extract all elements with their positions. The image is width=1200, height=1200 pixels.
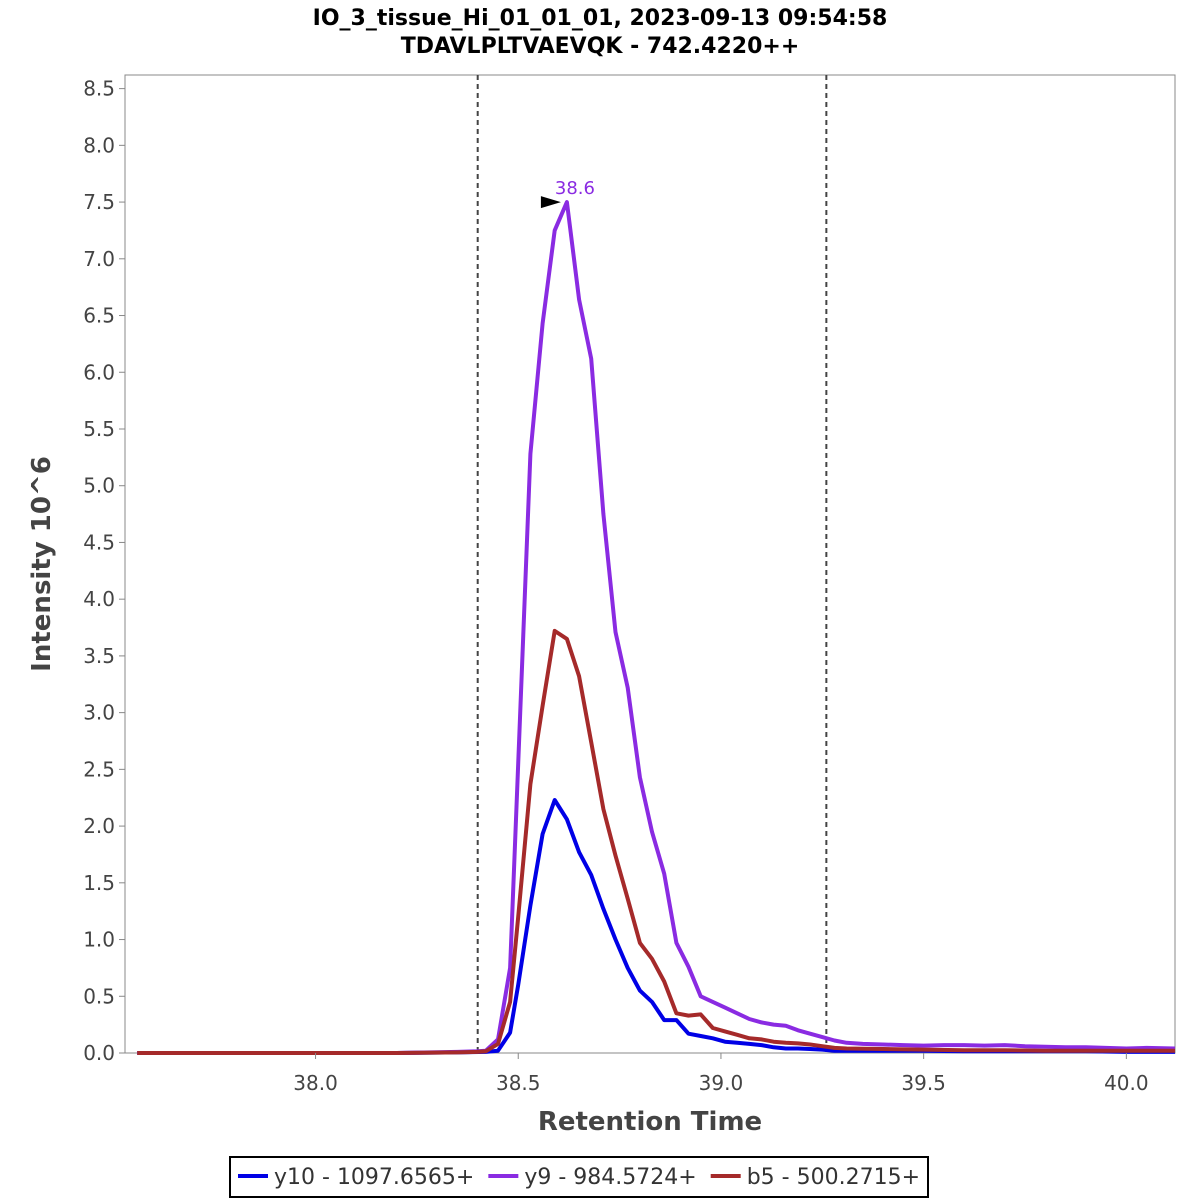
y-tick-label: 6.0 bbox=[83, 360, 115, 384]
chart-title-line-2: TDAVLPLTVAEVQK - 742.4220++ bbox=[401, 34, 800, 59]
x-tick-label: 39.5 bbox=[901, 1071, 946, 1095]
y-tick-label: 3.5 bbox=[83, 644, 115, 668]
integration-boundaries bbox=[476, 75, 828, 1053]
y-tick-label: 4.5 bbox=[83, 530, 115, 554]
y-tick-label: 1.0 bbox=[83, 928, 115, 952]
peak-marker-arrow bbox=[540, 196, 561, 209]
y-tick-label: 0.0 bbox=[83, 1041, 115, 1065]
series-line bbox=[137, 200, 1176, 1055]
y-tick-label: 7.5 bbox=[83, 190, 115, 214]
x-tick-label: 40.0 bbox=[1104, 1071, 1149, 1095]
x-axis-title: Retention Time bbox=[538, 1107, 762, 1137]
y-tick-label: 0.5 bbox=[83, 984, 115, 1008]
y-tick-label: 1.5 bbox=[83, 871, 115, 895]
y-tick-label: 6.5 bbox=[83, 304, 115, 328]
x-tick-label: 38.0 bbox=[293, 1071, 338, 1095]
x-tick-label: 38.5 bbox=[496, 1071, 541, 1095]
legend-box bbox=[229, 1156, 929, 1198]
y-tick-label: 2.5 bbox=[83, 757, 115, 781]
plot-area bbox=[124, 74, 1176, 1054]
y-tick-label: 5.5 bbox=[83, 417, 115, 441]
chart-title-line-1: IO_3_tissue_Hi_01_01_01, 2023-09-13 09:5… bbox=[313, 6, 888, 31]
y-tick-label: 5.0 bbox=[83, 474, 115, 498]
y-axis: 0.0 0.5 1.0 1.5 2.0 2.5 3.0 3.5 4.0 4.5 5.0 5.5 6.0 6… bbox=[83, 77, 125, 1065]
series-line bbox=[137, 628, 1175, 1055]
legend: y10 - 1097.6565+ y9 - 984.5724+ b5 - 500.2… bbox=[229, 1156, 929, 1198]
legend-label: b5 - 500.2715+ bbox=[747, 1165, 920, 1190]
y-tick-label: 8.5 bbox=[83, 77, 115, 101]
y-tick-label: 8.0 bbox=[83, 133, 115, 157]
series-lines bbox=[137, 200, 1176, 1055]
peak-annotation: 38.6 bbox=[540, 178, 595, 209]
y-tick-label: 3.0 bbox=[83, 701, 115, 725]
legend-label: y9 - 984.5724+ bbox=[524, 1165, 696, 1190]
y-tick-label: 4.0 bbox=[83, 587, 115, 611]
y-axis-title: Intensity 10^6 bbox=[27, 456, 57, 672]
x-tick-label: 39.0 bbox=[699, 1071, 744, 1095]
peak-label: 38.6 bbox=[555, 178, 595, 199]
y-tick-label: 2.0 bbox=[83, 814, 115, 838]
x-axis: 38.0 38.5 39.0 39.5 40.0 bbox=[293, 1053, 1149, 1095]
legend-label: y10 - 1097.6565+ bbox=[274, 1165, 474, 1190]
y-tick-label: 7.0 bbox=[83, 247, 115, 271]
